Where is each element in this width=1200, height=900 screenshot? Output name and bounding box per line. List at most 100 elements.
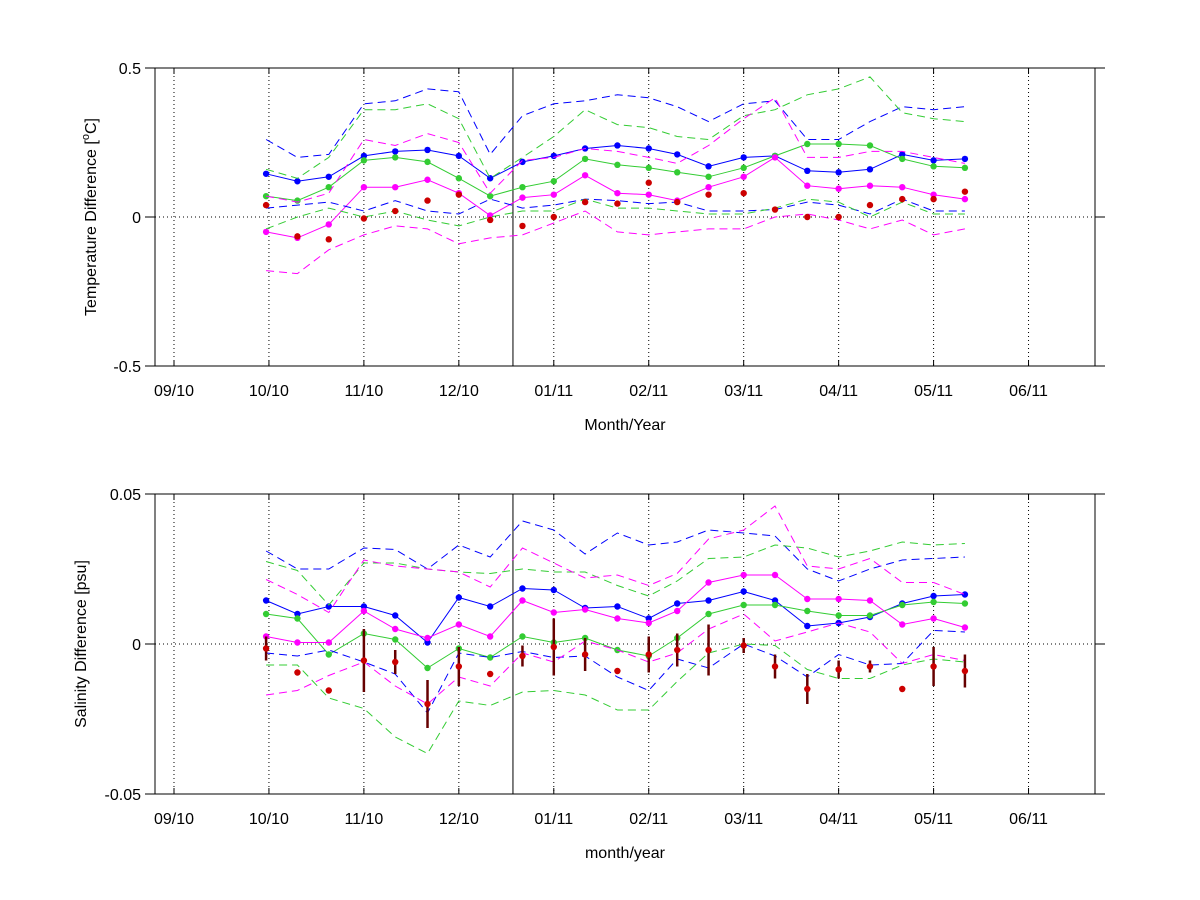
temperature-observed-point [930, 195, 937, 203]
salinity-observed-point [550, 643, 557, 651]
temperature-blue-data-point [740, 154, 747, 161]
temperature-green-data-point [550, 178, 557, 185]
temperature-magenta-dashed-bound-line [266, 97, 965, 203]
temperature-green-data-point [392, 154, 399, 161]
temperature-observed-point [581, 198, 589, 206]
salinity-blue-dashed-bound-line [266, 629, 965, 714]
temperature-magenta-data-point [424, 176, 431, 183]
salinity-magenta-data-point [550, 609, 557, 616]
temperature-observed-point [360, 215, 368, 222]
salinity-observed-point [294, 669, 301, 676]
salinity-blue-data-point [519, 585, 526, 592]
salinity-magenta-data-point [899, 621, 906, 628]
temperature-magenta-data-point [519, 194, 526, 201]
temperature-green-data-point [262, 192, 270, 200]
salinity-x-tick-label: 05/11 [914, 811, 953, 828]
temperature-x-tick-label: 11/10 [344, 383, 383, 400]
temperature-x-tick-label: 06/11 [1009, 383, 1048, 400]
temperature-blue-data-point [899, 151, 906, 158]
salinity-green-data-point [519, 633, 526, 640]
temperature-green-data-point [360, 157, 368, 164]
salinity-green-data-point [325, 651, 332, 658]
salinity-blue-data-point [645, 615, 652, 622]
salinity-observed-point [930, 663, 937, 670]
temperature-observed-point [519, 222, 526, 230]
salinity-green-data-point [486, 654, 494, 661]
temperature-blue-data-point [424, 146, 431, 154]
temperature-observed-points [262, 179, 969, 243]
salinity-green-data-point [392, 636, 399, 643]
temperature-observed-point [262, 201, 270, 209]
salinity-blue-data-point [804, 622, 811, 630]
temperature-blue-data-point [262, 170, 270, 177]
temperature-green-data-point [424, 158, 431, 166]
temperature-x-tick-label: 05/11 [914, 383, 953, 400]
salinity-magenta-dashed-bound-line [266, 613, 965, 705]
temperature-observed-point [550, 213, 557, 221]
temperature-observed-point [674, 198, 681, 206]
temperature-green-data-point [899, 155, 906, 163]
salinity-x-tick-label: 10/10 [249, 811, 289, 828]
salinity-x-tick-label: 04/11 [819, 811, 858, 828]
temperature-magenta-data-point [614, 189, 621, 197]
salinity-green-data-point [961, 600, 969, 607]
salinity-y-tick-label: 0 [132, 637, 141, 654]
salinity-blue-data-point [961, 591, 969, 598]
salinity-magenta-data-point [424, 634, 431, 642]
salinity-blue-data-point [325, 603, 332, 610]
salinity-observed-point [519, 652, 526, 660]
temperature-x-axis-label: Month/Year [584, 417, 666, 434]
temperature-blue-data-point [325, 173, 332, 180]
temperature-observed-point [899, 195, 906, 203]
salinity-y-tick-label: 0.05 [110, 487, 141, 504]
salinity-y-axis-label-main: Salinity Difference [psu] [73, 560, 90, 728]
temperature-x-tick-label: 02/11 [629, 383, 668, 400]
temperature-blue-data-point [866, 166, 874, 173]
salinity-blue-data-point [550, 586, 557, 594]
salinity-magenta-data-point [519, 597, 526, 604]
temperature-y-tick-label: 0.5 [119, 61, 141, 78]
temperature-observed-point [740, 189, 747, 197]
temperature-magenta-data-point [262, 228, 270, 236]
salinity-green-data-point [262, 610, 270, 618]
salinity-observed-point [771, 663, 779, 670]
temperature-green-data-point [645, 164, 652, 172]
salinity-blue-data-point [360, 603, 368, 610]
temperature-x-tick-label: 03/11 [724, 383, 763, 400]
temperature-observed-point [705, 191, 712, 198]
temperature-observed-point [866, 201, 874, 209]
salinity-magenta-data-point [771, 571, 779, 579]
temperature-green-data-point [740, 164, 747, 172]
temperature-observed-point [771, 206, 779, 213]
temperature-observed-point [455, 191, 463, 198]
temperature-magenta-data-point [705, 184, 712, 191]
temperature-y-tick-label: -0.5 [113, 359, 141, 376]
salinity-observed-point [392, 658, 399, 666]
salinity-observed-point [614, 667, 621, 675]
temperature-blue-data-point [360, 152, 368, 160]
temperature-observed-point [804, 213, 811, 221]
salinity-observed-point [705, 646, 712, 654]
salinity-green-data-point [804, 607, 811, 615]
salinity-observed-point [325, 687, 332, 694]
salinity-series [262, 505, 969, 755]
temperature-blue-data-point [705, 163, 712, 170]
temperature-observed-point [961, 188, 969, 195]
salinity-blue-data-point [674, 600, 681, 607]
temperature-green-dashed-bound-line [265, 76, 965, 180]
temperature-magenta-data-point [550, 191, 557, 198]
temperature-magenta-data-point [866, 182, 874, 189]
temperature-blue-data-point [930, 157, 937, 164]
temperature-x-tick-label: 04/11 [819, 383, 858, 400]
salinity-magenta-data-point [645, 619, 652, 627]
salinity-observed-point [674, 646, 681, 654]
temperature-blue-data-point [550, 152, 557, 160]
temperature-magenta-data-point [581, 172, 589, 179]
temperature-green-data-point [835, 140, 842, 148]
temperature-magenta-data-point [325, 221, 332, 228]
temperature-observed-point [294, 233, 301, 240]
temperature-difference-panel: 09/10 10/10 11/10 12/10 01/11 02/11 03/11 04/11… [80, 61, 1105, 434]
salinity-blue-data-point [392, 612, 399, 619]
salinity-green-data-point [705, 610, 712, 618]
temperature-green-data-point [486, 192, 494, 200]
